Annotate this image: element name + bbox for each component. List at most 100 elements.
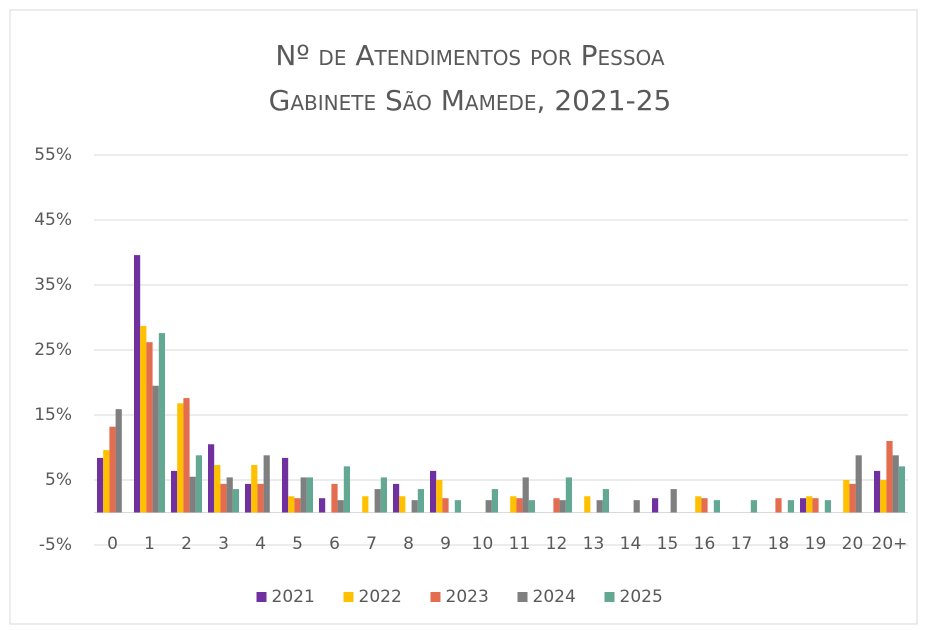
bar <box>257 483 264 513</box>
bar <box>522 477 529 513</box>
x-tick-label: 19 <box>805 534 827 554</box>
bar <box>843 480 850 513</box>
bar <box>263 455 270 513</box>
bar <box>171 470 178 513</box>
y-tick-label: 45% <box>34 210 72 230</box>
y-tick-label: 25% <box>34 340 72 360</box>
legend-label: 2023 <box>446 587 489 607</box>
x-tick-label: 20 <box>842 534 864 554</box>
bar <box>584 496 591 513</box>
bar <box>417 489 424 513</box>
bar <box>226 477 233 513</box>
bar <box>874 470 881 513</box>
x-tick-label: 18 <box>768 534 790 554</box>
bar <box>177 403 184 513</box>
x-tick-label: 17 <box>731 534 753 554</box>
x-tick-label: 14 <box>620 534 642 554</box>
bar <box>195 455 202 513</box>
bar <box>892 455 899 513</box>
bar <box>288 496 295 513</box>
bar <box>300 477 307 513</box>
y-tick-label: 55% <box>34 145 72 165</box>
bar <box>399 496 406 513</box>
bar <box>331 483 338 513</box>
bar <box>306 477 313 513</box>
x-tick-label: 8 <box>403 534 414 554</box>
bar <box>319 498 326 513</box>
bar <box>602 489 609 513</box>
bar <box>750 500 757 513</box>
y-tick-label: 15% <box>34 405 72 425</box>
bar <box>140 325 147 513</box>
bar <box>109 426 116 513</box>
x-tick-label: 15 <box>657 534 679 554</box>
x-tick-label: 11 <box>509 534 531 554</box>
bar <box>294 498 301 513</box>
x-tick-label: 5 <box>292 534 303 554</box>
legend-swatch <box>604 592 615 602</box>
bar <box>775 498 782 513</box>
chart-subtitle: Gabinete São Mamede, 2021-25 <box>269 84 672 117</box>
bar <box>701 498 708 513</box>
bar <box>670 489 677 513</box>
legend-swatch <box>343 592 354 602</box>
bar <box>134 255 141 513</box>
x-tick-label: 4 <box>255 534 266 554</box>
chart-title: Nº de Atendimentos por Pessoa <box>275 39 665 72</box>
bar <box>880 480 887 513</box>
bar <box>430 470 437 513</box>
y-tick-label: 35% <box>34 275 72 295</box>
x-tick-label: 20+ <box>872 534 908 554</box>
bar <box>189 476 196 513</box>
bar <box>559 500 566 513</box>
bar <box>695 496 702 513</box>
x-tick-label: 2 <box>181 534 192 554</box>
bar <box>855 455 862 513</box>
bar <box>158 333 165 513</box>
x-tick-label: 6 <box>329 534 340 554</box>
bar <box>886 441 893 513</box>
bar <box>362 496 369 513</box>
bar <box>436 480 443 513</box>
bar <box>282 457 289 513</box>
bar <box>812 498 819 513</box>
bar <box>97 457 104 513</box>
bar <box>553 498 560 513</box>
x-tick-label: 1 <box>144 534 155 554</box>
legend-swatch <box>517 592 528 602</box>
bar <box>633 500 640 513</box>
bar <box>565 477 572 513</box>
bar <box>208 444 215 513</box>
bar <box>115 409 122 513</box>
x-tick-label: 0 <box>107 534 118 554</box>
x-tick-label: 3 <box>218 534 229 554</box>
bar <box>713 500 720 513</box>
x-tick-label: 16 <box>694 534 716 554</box>
bar <box>806 496 813 513</box>
bar <box>442 498 449 513</box>
legend-label: 2024 <box>533 587 576 607</box>
bar <box>343 466 350 513</box>
bar <box>898 466 905 513</box>
bar <box>491 489 498 513</box>
bar <box>380 477 387 513</box>
x-tick-label: 10 <box>472 534 494 554</box>
legend-swatch <box>256 592 267 602</box>
bar <box>103 450 110 513</box>
bar <box>849 483 856 513</box>
legend-label: 2021 <box>272 587 315 607</box>
legend-label: 2025 <box>620 587 663 607</box>
bar <box>510 496 517 513</box>
bar <box>251 465 258 513</box>
bar <box>337 500 344 513</box>
bar <box>454 500 461 513</box>
bar <box>220 483 227 513</box>
bar <box>516 498 523 513</box>
x-tick-label: 7 <box>366 534 377 554</box>
bar <box>245 483 252 513</box>
bar <box>411 500 418 513</box>
bar <box>374 489 381 513</box>
bar <box>183 398 190 513</box>
y-tick-label: -5% <box>39 535 72 555</box>
